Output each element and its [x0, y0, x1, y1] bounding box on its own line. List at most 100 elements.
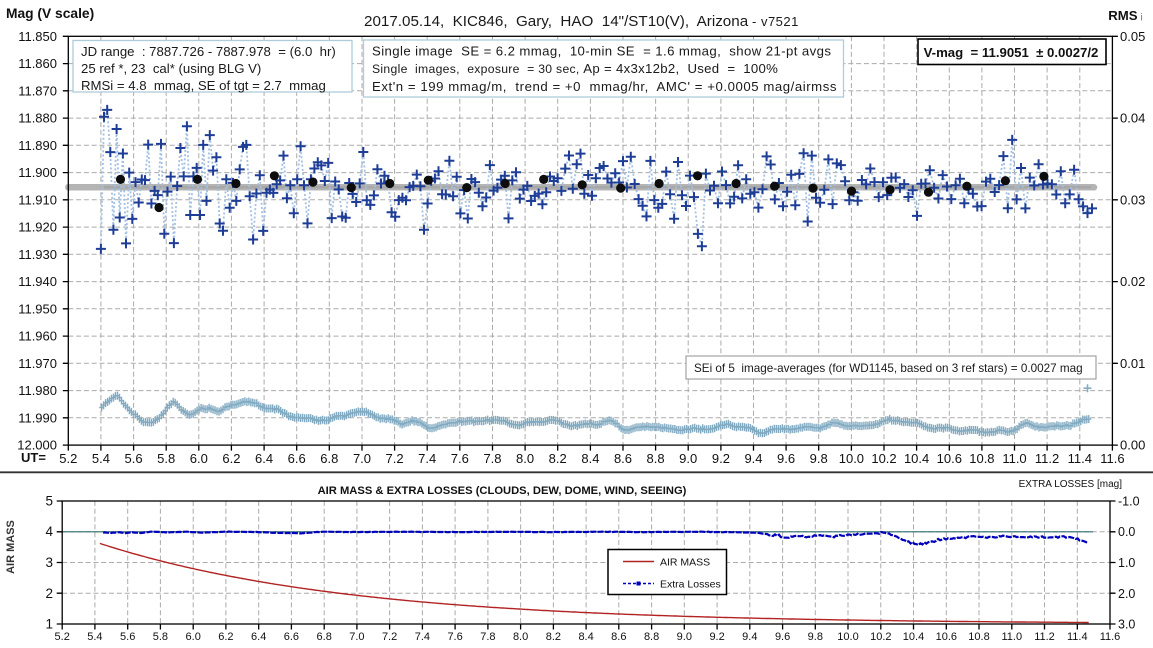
svg-text:11.0: 11.0 — [1002, 631, 1023, 643]
svg-text:V-mag = 11.9051 ± 0.0027/2: V-mag = 11.9051 ± 0.0027/2 — [924, 45, 1099, 60]
svg-text:8.0: 8.0 — [513, 631, 528, 643]
svg-text:6.0: 6.0 — [190, 451, 208, 466]
svg-text:11.2: 11.2 — [1034, 631, 1055, 643]
svg-text:8.8: 8.8 — [647, 451, 665, 466]
svg-text:11.950: 11.950 — [18, 301, 57, 316]
svg-text:i: i — [1141, 13, 1143, 24]
svg-text:9.6: 9.6 — [775, 631, 790, 643]
svg-text:7.8: 7.8 — [480, 631, 495, 643]
svg-text:12.000: 12.000 — [17, 438, 57, 453]
svg-text:5.2: 5.2 — [59, 451, 77, 466]
svg-text:11.4: 11.4 — [1068, 451, 1092, 466]
svg-text:6.4: 6.4 — [255, 451, 273, 466]
svg-text:11.2: 11.2 — [1035, 451, 1059, 466]
svg-text:10.6: 10.6 — [937, 451, 962, 466]
svg-text:2: 2 — [45, 586, 53, 601]
svg-text:0.01: 0.01 — [1120, 356, 1145, 371]
svg-text:11.4: 11.4 — [1067, 631, 1088, 643]
svg-text:6.8: 6.8 — [317, 631, 332, 643]
svg-text:9.8: 9.8 — [810, 451, 828, 466]
svg-text:6.8: 6.8 — [320, 451, 338, 466]
svg-text:7.8: 7.8 — [483, 451, 501, 466]
svg-text:6.2: 6.2 — [218, 631, 233, 643]
svg-text:7.6: 7.6 — [447, 631, 462, 643]
svg-text:5.4: 5.4 — [92, 451, 110, 466]
svg-text:8.0: 8.0 — [516, 451, 534, 466]
svg-text:3.0: 3.0 — [1118, 618, 1135, 632]
svg-text:11.920: 11.920 — [18, 220, 57, 235]
svg-text:8.2: 8.2 — [546, 631, 561, 643]
svg-text:1: 1 — [45, 617, 53, 632]
svg-text:EXTRA LOSSES [mag]: EXTRA LOSSES [mag] — [1019, 479, 1123, 490]
svg-text:UT=: UT= — [21, 450, 46, 465]
svg-text:5.8: 5.8 — [153, 631, 168, 643]
svg-text:11.940: 11.940 — [18, 274, 57, 289]
svg-text:11.890: 11.890 — [18, 138, 57, 153]
svg-text:11.0: 11.0 — [1002, 451, 1026, 466]
svg-text:6.4: 6.4 — [251, 631, 266, 643]
svg-text:5.2: 5.2 — [55, 631, 70, 643]
svg-text:9.6: 9.6 — [777, 451, 795, 466]
svg-text:7.4: 7.4 — [418, 451, 436, 466]
svg-text:-1.0: -1.0 — [1118, 495, 1140, 509]
svg-text:RMSi = 4.8 mmag, SE of tgt =: RMSi = 4.8 mmag, SE of tgt = 2.7 mmag — [81, 78, 326, 93]
svg-text:6.2: 6.2 — [222, 451, 240, 466]
svg-text:11.870: 11.870 — [18, 83, 57, 98]
svg-text:11.960: 11.960 — [18, 329, 57, 344]
svg-text:Extra Losses: Extra Losses — [660, 579, 721, 591]
svg-text:Ext'n = 199 mmag/m, trend = +: Ext'n = 199 mmag/m, trend = +0 mmag/hr, … — [372, 79, 837, 94]
svg-text:0.05: 0.05 — [1120, 29, 1145, 44]
svg-text:8.2: 8.2 — [549, 451, 567, 466]
svg-text:11.930: 11.930 — [18, 247, 57, 262]
svg-text:7.2: 7.2 — [382, 631, 397, 643]
svg-text:6.6: 6.6 — [284, 631, 299, 643]
svg-text:11.910: 11.910 — [18, 192, 57, 207]
svg-text:5.6: 5.6 — [125, 451, 143, 466]
svg-text:0.02: 0.02 — [1120, 274, 1145, 289]
svg-text:11.850: 11.850 — [18, 29, 57, 44]
svg-text:AIR MASS: AIR MASS — [660, 557, 710, 569]
svg-text:7.4: 7.4 — [415, 631, 430, 643]
svg-text:11.6: 11.6 — [1100, 451, 1124, 466]
svg-text:11.880: 11.880 — [18, 111, 57, 126]
svg-text:7.2: 7.2 — [386, 451, 404, 466]
svg-text:8.8: 8.8 — [644, 631, 659, 643]
svg-text:AIR MASS: AIR MASS — [5, 520, 17, 574]
svg-text:9.4: 9.4 — [742, 631, 757, 643]
svg-text:0.0: 0.0 — [1118, 525, 1135, 539]
svg-text:0.03: 0.03 — [1120, 192, 1145, 207]
svg-text:0.04: 0.04 — [1120, 111, 1145, 126]
svg-text:Single image SE = 6.2 mmag,: Single image SE = 6.2 mmag, 10-min SE = … — [372, 44, 831, 59]
svg-text:5.6: 5.6 — [120, 631, 135, 643]
svg-text:- v7521: - v7521 — [752, 14, 799, 29]
svg-text:10.4: 10.4 — [903, 631, 924, 643]
svg-text:AIR MASS & EXTRA LOSSES (CLOUD: AIR MASS & EXTRA LOSSES (CLOUDS, DEW, DO… — [318, 485, 687, 497]
svg-text:Mag (V scale): Mag (V scale) — [6, 6, 94, 21]
svg-text:10.4: 10.4 — [904, 451, 929, 466]
svg-text:8.4: 8.4 — [581, 451, 599, 466]
svg-text:3: 3 — [45, 555, 53, 570]
svg-text:RMS: RMS — [1108, 8, 1138, 23]
svg-text:1.0: 1.0 — [1118, 556, 1135, 570]
svg-text:7.6: 7.6 — [451, 451, 469, 466]
svg-text:11.860: 11.860 — [18, 56, 57, 71]
svg-text:9.4: 9.4 — [744, 451, 762, 466]
svg-text:2.0: 2.0 — [1118, 587, 1135, 601]
svg-text:8.6: 8.6 — [611, 631, 626, 643]
svg-text:5.4: 5.4 — [87, 631, 102, 643]
svg-text:11.980: 11.980 — [18, 383, 57, 398]
svg-text:10.0: 10.0 — [837, 631, 858, 643]
svg-text:11.970: 11.970 — [18, 356, 57, 371]
svg-text:9.2: 9.2 — [709, 631, 724, 643]
svg-text:SEi of 5 image-averages (for: SEi of 5 image-averages (for WD1145, bas… — [694, 362, 1083, 375]
svg-text:9.2: 9.2 — [712, 451, 730, 466]
svg-text:7.0: 7.0 — [353, 451, 371, 466]
svg-text:6.0: 6.0 — [186, 631, 201, 643]
svg-text:10.0: 10.0 — [839, 451, 864, 466]
svg-text:25 ref *, 23 cal* (using BLG: 25 ref *, 23 cal* (using BLG V) — [81, 61, 261, 76]
svg-text:10.8: 10.8 — [968, 631, 989, 643]
svg-text:5.8: 5.8 — [157, 451, 175, 466]
svg-text:10.2: 10.2 — [871, 451, 896, 466]
svg-text:5: 5 — [45, 494, 53, 509]
svg-text:10.6: 10.6 — [936, 631, 957, 643]
